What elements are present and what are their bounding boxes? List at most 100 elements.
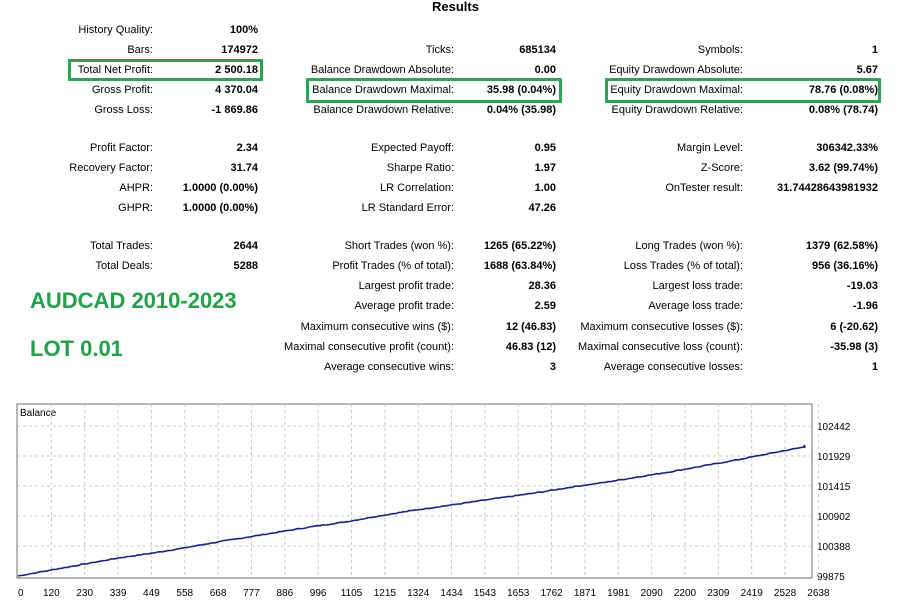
stat-row-equity-drawdown-maximal: Equity Drawdown Maximal: 78.76 (0.08%)	[0, 82, 911, 98]
chart-x-tick-label: 1762	[540, 588, 563, 599]
stat-value-sharpe-ratio: 1.97	[534, 162, 556, 174]
stat-row-average-profit-trade: Average profit trade: 2.59	[0, 298, 911, 314]
stat-row-loss-trades: Loss Trades (% of total): 956 (36.16%)	[0, 258, 911, 274]
stat-label-average-loss-trade: Average loss trade:	[648, 300, 743, 312]
stat-label-recovery-factor: Recovery Factor:	[69, 162, 153, 174]
stat-value-lr-standard-error: 47.26	[528, 202, 556, 214]
stat-label-max-consecutive-losses: Maximum consecutive losses ($):	[580, 321, 743, 333]
stat-row-profit-factor: Profit Factor: 2.34	[0, 140, 911, 156]
stat-value-balance-drawdown-relative: 0.04% (35.98)	[486, 104, 556, 116]
stat-value-expected-payoff: 0.95	[534, 142, 556, 154]
stat-value-equity-drawdown-absolute: 5.67	[856, 64, 878, 76]
stat-value-ghpr: 1.0000 (0.00%)	[182, 202, 258, 214]
stat-label-profit-factor: Profit Factor:	[90, 142, 153, 154]
chart-y-tick-label: 101415	[817, 482, 851, 493]
chart-x-tick-label: 1324	[407, 588, 430, 599]
pair-years-label: AUDCAD 2010-2023	[30, 288, 237, 313]
chart-x-tick-label: 2090	[641, 588, 664, 599]
stat-row-largest-loss-trade: Largest loss trade: -19.03	[0, 278, 911, 294]
chart-x-tick-label: 1105	[341, 588, 363, 599]
stat-label-margin-level: Margin Level:	[676, 142, 743, 154]
stat-row-balance-drawdown-relative: Balance Drawdown Relative: 0.04% (35.98)	[0, 102, 911, 118]
balance-chart: Balance 102442 101929 101415 100902 100388 998…	[16, 403, 851, 599]
chart-x-tick-label: 2528	[774, 588, 797, 599]
stat-label-profit-trades: Profit Trades (% of total):	[332, 260, 454, 272]
stat-row-balance-drawdown-maximal: Balance Drawdown Maximal: 35.98 (0.04%)	[0, 82, 911, 98]
stat-label-expected-payoff: Expected Payoff:	[371, 142, 454, 154]
stat-value-total-trades: 2644	[233, 240, 258, 252]
stat-value-average-consecutive-wins: 3	[549, 361, 556, 373]
stat-row-average-consecutive-wins: Average consecutive wins: 3	[0, 359, 911, 375]
stat-label-loss-trades: Loss Trades (% of total):	[623, 260, 743, 272]
stat-value-margin-level: 306342.33%	[816, 142, 878, 154]
stat-label-sharpe-ratio: Sharpe Ratio:	[386, 162, 454, 174]
chart-x-tick-label: 2419	[741, 588, 764, 599]
stat-row-ticks: Ticks: 685134	[0, 42, 911, 58]
stat-label-maximal-consecutive-loss: Maximal consecutive loss (count):	[577, 341, 743, 353]
chart-x-tick-label: 1543	[474, 588, 497, 599]
stat-label-balance-drawdown-absolute: Balance Drawdown Absolute:	[310, 64, 454, 76]
stat-value-bars: 174972	[221, 44, 258, 56]
stat-value-profit-factor: 2.34	[236, 142, 258, 154]
stat-row-equity-drawdown-relative: Equity Drawdown Relative: 0.08% (78.74)	[0, 102, 911, 118]
stat-value-total-net-profit: 2 500.18	[215, 64, 258, 76]
chart-x-tick-label: 1981	[607, 588, 630, 599]
stat-label-equity-drawdown-absolute: Equity Drawdown Absolute:	[609, 64, 743, 76]
stat-value-largest-profit-trade: 28.36	[528, 280, 556, 292]
stat-label-average-consecutive-wins: Average consecutive wins:	[323, 361, 454, 373]
stat-value-average-loss-trade: -1.96	[852, 300, 878, 312]
stat-label-max-consecutive-wins: Maximum consecutive wins ($):	[300, 321, 454, 333]
chart-x-tick-label: 2200	[674, 588, 697, 599]
stat-row-ahpr: AHPR: 1.0000 (0.00%)	[0, 180, 911, 196]
chart-x-tick-label: 2638	[807, 588, 830, 599]
stat-value-symbols: 1	[871, 44, 878, 56]
stat-row-average-consecutive-losses: Average consecutive losses: 1	[0, 359, 911, 375]
stat-label-ghpr: GHPR:	[118, 202, 153, 214]
stat-row-margin-level: Margin Level: 306342.33%	[0, 140, 911, 156]
stat-value-loss-trades: 956 (36.16%)	[811, 260, 878, 272]
stat-value-maximal-consecutive-loss: -35.98 (3)	[830, 341, 878, 353]
chart-x-tick-label: 668	[210, 588, 227, 599]
stat-row-ghpr: GHPR: 1.0000 (0.00%)	[0, 200, 911, 216]
stat-label-gross-profit: Gross Profit:	[91, 84, 153, 96]
chart-series-line-0	[17, 444, 806, 577]
chart-plot-area	[16, 403, 813, 579]
highlight-balance-drawdown-maximal	[306, 78, 562, 103]
stat-row-lr-standard-error: LR Standard Error: 47.26	[0, 200, 911, 216]
stat-label-bars: Bars:	[127, 44, 153, 56]
stat-row-long-trades: Long Trades (won %): 1379 (62.58%)	[0, 238, 911, 254]
stat-row-total-net-profit: Total Net Profit: 2 500.18	[0, 62, 911, 78]
stat-row-max-consecutive-losses: Maximum consecutive losses ($): 6 (-20.62…	[0, 319, 911, 335]
chart-x-tick-label: 1434	[440, 588, 463, 599]
stat-value-max-consecutive-wins: 12 (46.83)	[505, 321, 556, 333]
stat-row-z-score: Z-Score: 3.62 (99.74%)	[0, 160, 911, 176]
stat-label-balance-drawdown-relative: Balance Drawdown Relative:	[313, 104, 454, 116]
stat-value-profit-trades: 1688 (63.84%)	[483, 260, 556, 272]
stat-value-balance-drawdown-absolute: 0.00	[534, 64, 556, 76]
stat-label-long-trades: Long Trades (won %):	[635, 240, 743, 252]
stat-label-balance-drawdown-maximal: Balance Drawdown Maximal:	[312, 84, 454, 96]
stat-value-average-profit-trade: 2.59	[534, 300, 556, 312]
stat-label-ahpr: AHPR:	[119, 182, 153, 194]
stat-value-balance-drawdown-maximal: 35.98 (0.04%)	[486, 84, 556, 96]
chart-x-tick-label: 230	[76, 588, 93, 599]
stat-row-sharpe-ratio: Sharpe Ratio: 1.97	[0, 160, 911, 176]
stat-row-profit-trades: Profit Trades (% of total): 1688 (63.84%)	[0, 258, 911, 274]
stat-row-lr-correlation: LR Correlation: 1.00	[0, 180, 911, 196]
stat-row-bars: Bars: 174972	[0, 42, 911, 58]
chart-y-tick-label: 101929	[817, 452, 851, 463]
chart-x-tick-label: 449	[143, 588, 160, 599]
stat-label-lr-standard-error: LR Standard Error:	[361, 202, 454, 214]
stat-row-total-trades: Total Trades: 2644	[0, 238, 911, 254]
stat-label-maximal-consecutive-profit: Maximal consecutive profit (count):	[284, 341, 454, 353]
stat-label-total-deals: Total Deals:	[95, 260, 153, 272]
stat-label-largest-profit-trade: Largest profit trade:	[358, 280, 454, 292]
stat-row-maximal-consecutive-profit: Maximal consecutive profit (count): 46.83…	[0, 339, 911, 355]
highlight-equity-drawdown-maximal	[605, 78, 881, 103]
chart-x-tick-label: 2309	[707, 588, 730, 599]
stat-label-history-quality: History Quality:	[78, 24, 153, 36]
chart-x-tick-label: 120	[43, 588, 60, 599]
stat-value-maximal-consecutive-profit: 46.83 (12)	[505, 341, 556, 353]
stat-label-short-trades: Short Trades (won %):	[344, 240, 454, 252]
highlight-total-net-profit	[68, 59, 263, 81]
